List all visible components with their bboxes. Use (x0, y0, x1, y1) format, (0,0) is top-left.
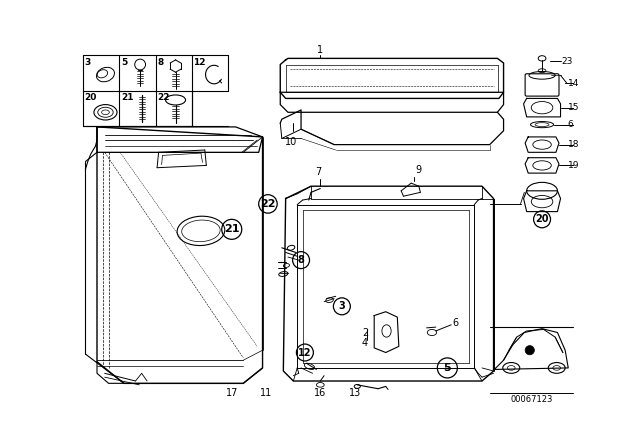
Text: 12: 12 (193, 58, 205, 67)
Text: 12: 12 (298, 348, 312, 358)
Text: 21: 21 (224, 224, 239, 234)
Text: 13: 13 (349, 388, 361, 397)
Text: 2: 2 (362, 327, 368, 337)
Text: 10: 10 (285, 137, 297, 147)
Text: 19: 19 (568, 161, 579, 170)
Text: 5: 5 (444, 363, 451, 373)
Text: 22: 22 (260, 199, 276, 209)
Text: 3: 3 (339, 302, 345, 311)
Text: 8: 8 (157, 58, 163, 67)
Text: 6: 6 (452, 318, 459, 328)
Text: 1: 1 (317, 44, 323, 55)
Text: 5: 5 (121, 58, 127, 67)
Text: 17: 17 (225, 388, 238, 397)
Text: 18: 18 (568, 140, 579, 149)
Text: 14: 14 (568, 78, 579, 87)
Text: 7: 7 (315, 167, 321, 177)
Text: 20: 20 (535, 214, 549, 224)
Text: 9: 9 (416, 165, 422, 176)
Text: 8: 8 (298, 255, 305, 265)
Text: 00067123: 00067123 (510, 395, 552, 404)
Text: 22: 22 (157, 93, 170, 102)
Text: 6: 6 (568, 120, 573, 129)
Text: 11: 11 (260, 388, 273, 397)
Text: 23: 23 (561, 57, 573, 66)
Text: 20: 20 (84, 93, 97, 102)
Text: 4: 4 (362, 337, 368, 348)
Text: 15: 15 (568, 103, 579, 112)
Text: 21: 21 (121, 93, 133, 102)
Text: 16: 16 (314, 388, 326, 397)
Text: 3: 3 (84, 58, 91, 67)
Circle shape (525, 345, 534, 355)
